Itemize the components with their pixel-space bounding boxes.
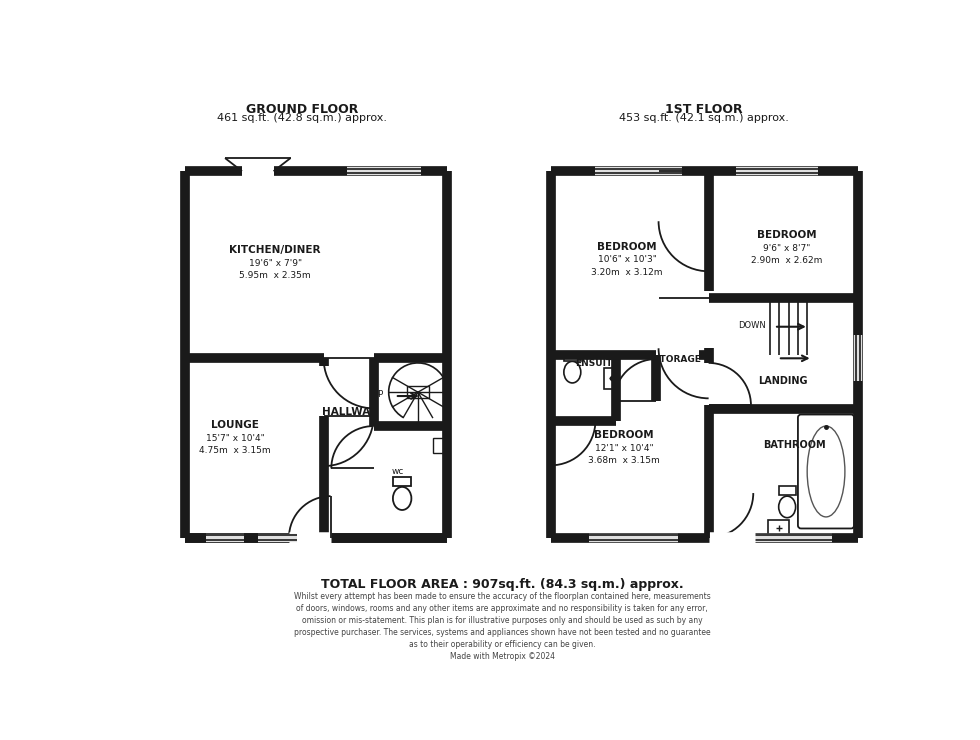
Text: 1ST FLOOR: 1ST FLOOR [665,103,743,115]
Text: GROUND FLOOR: GROUND FLOOR [246,103,359,115]
Text: 4.75m  x 3.15m: 4.75m x 3.15m [199,446,270,455]
Text: KITCHEN/DINER: KITCHEN/DINER [229,246,320,255]
Bar [407,386,428,398]
Bar [564,353,581,360]
Text: UP: UP [372,390,383,399]
Text: HALLWAY: HALLWAY [322,407,377,417]
FancyBboxPatch shape [798,414,855,528]
Ellipse shape [393,487,412,510]
Text: ENSUITE: ENSUITE [575,359,618,369]
Text: 19'6" x 7'9": 19'6" x 7'9" [249,259,302,268]
Text: BEDROOM: BEDROOM [597,242,657,252]
Text: 9'6" x 8'7": 9'6" x 8'7" [763,243,810,252]
Text: STORAGE: STORAGE [653,355,701,364]
Text: 453 sq.ft. (42.1 sq.m.) approx.: 453 sq.ft. (42.1 sq.m.) approx. [619,113,789,124]
Text: BATHROOM: BATHROOM [763,440,826,449]
Ellipse shape [779,496,796,518]
Text: 5.95m  x 2.35m: 5.95m x 2.35m [239,272,311,280]
Bar [768,520,790,537]
Text: TOTAL FLOOR AREA : 907sq.ft. (84.3 sq.m.) approx.: TOTAL FLOOR AREA : 907sq.ft. (84.3 sq.m.… [320,578,684,591]
Bar [393,477,412,486]
Text: 3.20m  x 3.12m: 3.20m x 3.12m [591,268,662,277]
Bar [433,437,444,453]
Bar [604,368,619,389]
Ellipse shape [564,361,581,383]
Text: LOUNGE: LOUNGE [211,420,259,430]
Text: BEDROOM: BEDROOM [594,430,654,440]
Text: 15'7" x 10'4": 15'7" x 10'4" [206,434,265,443]
Text: 461 sq.ft. (42.8 sq.m.) approx.: 461 sq.ft. (42.8 sq.m.) approx. [217,113,387,124]
Text: 3.68m  x 3.15m: 3.68m x 3.15m [588,456,660,465]
Text: wc: wc [392,467,405,476]
Text: LANDING: LANDING [759,377,808,386]
Text: 12'1" x 10'4": 12'1" x 10'4" [595,444,654,453]
Text: 2.90m  x 2.62m: 2.90m x 2.62m [752,256,823,265]
Text: BEDROOM: BEDROOM [758,230,817,240]
Text: 10'6" x 10'3": 10'6" x 10'3" [598,255,657,264]
Text: Whilst every attempt has been made to ensure the accuracy of the floorplan conta: Whilst every attempt has been made to en… [294,591,710,662]
Text: DOWN: DOWN [739,320,766,330]
Bar [779,486,796,494]
Ellipse shape [808,426,845,517]
